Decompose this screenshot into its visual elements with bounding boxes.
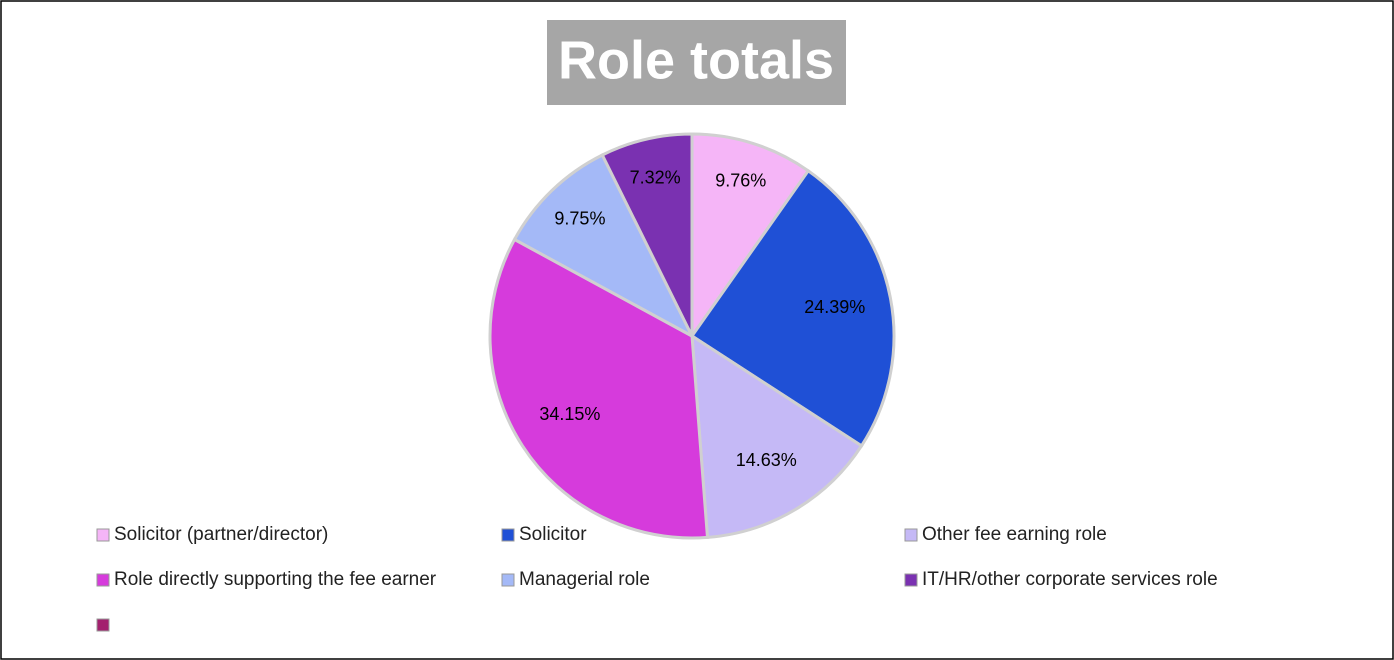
data-label: 9.76% [715,171,766,191]
legend-label: IT/HR/other corporate services role [922,569,1218,590]
legend-swatch [904,573,918,587]
legend-label: Solicitor (partner/director) [114,524,328,545]
pie-slice [512,152,696,340]
pie-slice [690,333,864,540]
pie-slice [690,132,811,341]
legend-swatch [96,573,110,587]
pie-slice [689,168,896,448]
legend-label: Solicitor [519,524,587,545]
legend-label: Role directly supporting the fee earner [114,569,437,590]
pie-slice [488,237,710,540]
chart-title: Role totals [558,30,834,90]
data-label: 24.39% [804,297,865,317]
data-label: 14.63% [736,450,797,470]
legend-swatch [501,573,515,587]
data-label: 7.32% [630,167,681,187]
title-box [547,20,846,105]
legend-swatch [904,528,918,542]
data-label: 9.75% [554,208,605,228]
data-label: 34.15% [539,404,600,424]
legend-label: Other fee earning role [922,524,1107,545]
legend-swatch [96,618,110,632]
legend-label: Managerial role [519,569,650,590]
legend-swatch [96,528,110,542]
legend-swatch [501,528,515,542]
